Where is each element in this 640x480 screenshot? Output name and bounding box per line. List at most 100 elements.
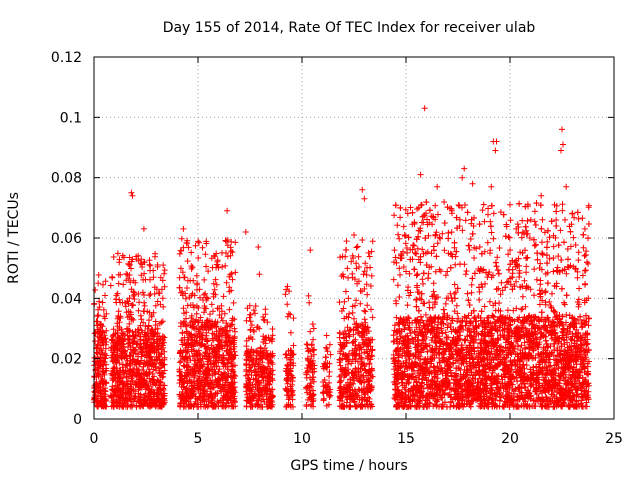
data-point xyxy=(103,352,110,359)
data-point xyxy=(144,308,151,315)
data-point xyxy=(103,403,110,410)
data-point xyxy=(349,339,356,346)
data-point xyxy=(158,319,165,326)
data-point xyxy=(357,300,364,307)
data-point xyxy=(419,246,426,253)
data-point xyxy=(141,302,148,309)
data-point xyxy=(103,339,110,345)
data-point xyxy=(354,243,361,250)
data-point xyxy=(196,239,202,246)
data-point xyxy=(150,309,157,316)
data-point xyxy=(504,307,511,314)
data-point xyxy=(101,396,108,402)
data-point xyxy=(97,360,104,367)
data-point xyxy=(369,314,376,321)
data-point xyxy=(158,286,165,293)
data-point xyxy=(150,361,157,368)
data-point xyxy=(99,299,106,306)
data-point xyxy=(243,343,250,350)
data-point xyxy=(243,317,250,324)
data-point xyxy=(118,332,125,339)
data-point xyxy=(368,306,374,313)
data-point xyxy=(176,250,183,257)
data-point xyxy=(199,244,206,251)
data-point xyxy=(180,305,187,312)
data-point xyxy=(126,320,133,327)
data-point xyxy=(137,322,144,329)
data-point xyxy=(202,251,209,258)
data-point xyxy=(129,372,136,379)
data-point xyxy=(150,376,156,383)
data-point xyxy=(131,296,138,303)
data-point xyxy=(306,299,313,306)
data-point xyxy=(95,402,102,409)
data-point xyxy=(222,262,229,269)
data-point xyxy=(92,338,99,345)
data-point xyxy=(184,302,191,309)
data-point xyxy=(140,363,147,370)
data-point xyxy=(290,342,297,349)
data-point xyxy=(94,403,101,410)
data-point xyxy=(537,281,544,288)
data-point xyxy=(364,302,371,309)
data-point xyxy=(95,280,102,287)
data-point xyxy=(114,290,121,297)
data-points xyxy=(91,105,592,410)
data-point xyxy=(103,361,109,368)
data-point xyxy=(140,276,147,283)
data-point xyxy=(112,330,119,337)
data-point xyxy=(284,301,291,308)
data-point xyxy=(404,302,411,309)
data-point xyxy=(136,299,143,306)
data-point xyxy=(507,217,514,224)
data-point xyxy=(116,256,123,263)
data-point xyxy=(210,308,216,315)
data-point xyxy=(485,211,491,218)
data-point xyxy=(92,287,99,293)
data-point xyxy=(367,264,374,271)
data-point xyxy=(341,298,348,305)
data-point xyxy=(247,311,253,318)
data-point xyxy=(452,261,459,268)
data-point xyxy=(308,341,315,348)
data-point xyxy=(110,254,117,260)
data-point xyxy=(252,310,258,317)
data-point xyxy=(391,247,398,254)
data-point xyxy=(98,388,105,395)
data-point xyxy=(121,331,127,338)
data-point xyxy=(203,332,210,339)
data-point xyxy=(178,235,185,242)
data-point xyxy=(94,326,101,333)
data-point xyxy=(140,340,147,347)
data-point xyxy=(347,403,354,410)
data-point xyxy=(539,216,546,223)
data-point xyxy=(575,249,582,256)
data-point xyxy=(114,250,121,257)
data-point xyxy=(152,302,159,309)
data-point xyxy=(208,301,215,308)
data-point xyxy=(161,367,168,374)
data-point xyxy=(230,299,237,306)
data-point xyxy=(361,307,368,314)
data-point xyxy=(487,218,494,225)
data-point xyxy=(307,328,314,335)
data-point xyxy=(156,290,163,297)
data-point xyxy=(326,341,333,348)
data-point xyxy=(188,263,195,270)
data-point xyxy=(486,298,493,305)
data-point xyxy=(553,217,560,223)
data-point xyxy=(154,263,161,270)
data-point xyxy=(161,270,168,277)
data-point xyxy=(344,265,351,272)
data-point xyxy=(124,271,131,278)
data-point xyxy=(430,280,437,287)
data-point xyxy=(485,205,492,212)
data-point xyxy=(349,270,356,277)
data-point xyxy=(462,271,469,278)
data-point xyxy=(118,326,125,333)
data-point xyxy=(397,214,404,221)
data-point xyxy=(110,349,117,356)
data-point xyxy=(146,317,152,324)
chart-title: Day 155 of 2014, Rate Of TEC Index for r… xyxy=(163,20,536,36)
data-point xyxy=(282,351,289,358)
